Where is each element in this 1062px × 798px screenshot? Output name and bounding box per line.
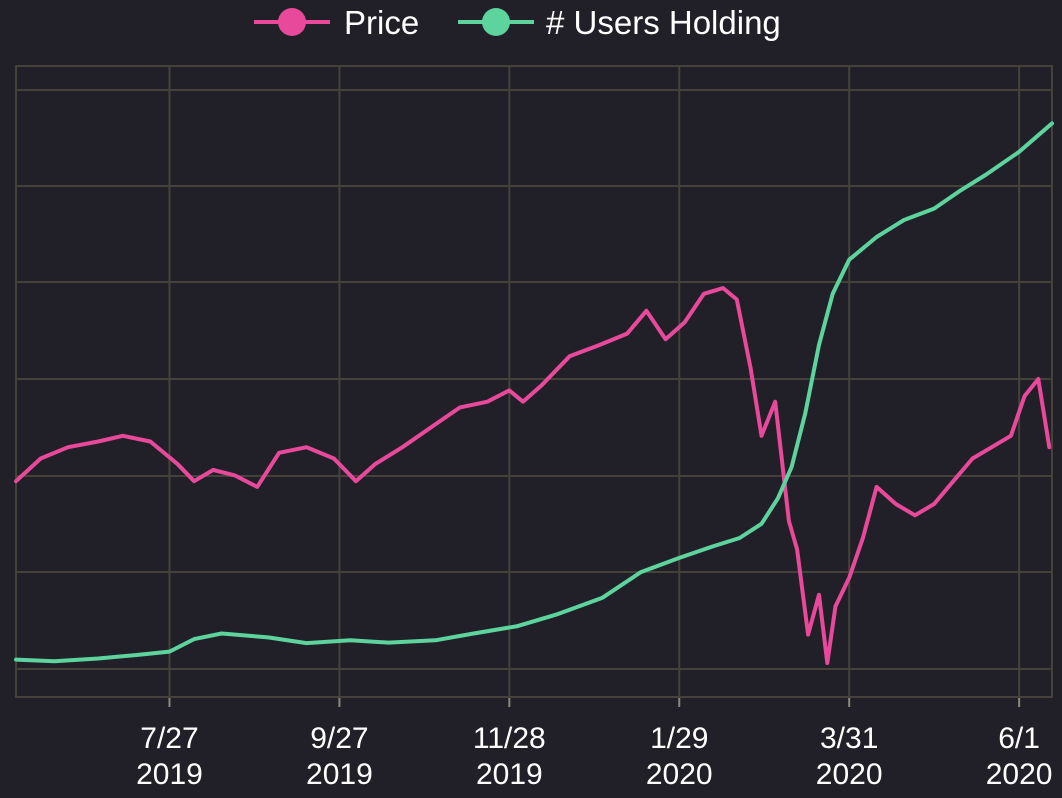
- legend-users-holding-marker: [482, 8, 510, 36]
- x-tick-year-5: 2020: [986, 758, 1053, 791]
- series-line-users-holding: [14, 121, 1054, 664]
- x-tick-label-2: 11/28: [473, 722, 546, 755]
- grid: [16, 66, 1052, 707]
- legend-item-users-holding: # Users Holding: [458, 4, 781, 41]
- legend: Price # Users Holding: [254, 4, 781, 41]
- x-tick-label-1: 9/27: [310, 722, 368, 755]
- x-tick-label-0: 7/27: [140, 722, 198, 755]
- legend-item-price: Price: [254, 4, 419, 41]
- x-axis-tick-labels: 7/2720199/27201911/2820191/2920203/31202…: [136, 722, 1052, 791]
- x-tick-year-0: 2019: [136, 758, 203, 791]
- x-tick-year-2: 2019: [476, 758, 543, 791]
- x-tick-year-4: 2020: [816, 758, 883, 791]
- x-tick-year-1: 2019: [306, 758, 373, 791]
- legend-price-label: Price: [344, 4, 419, 41]
- series-line-price: [14, 286, 1052, 665]
- x-tick-year-3: 2020: [646, 758, 713, 791]
- x-tick-label-5: 6/1: [998, 722, 1040, 755]
- legend-users-holding-label: # Users Holding: [546, 4, 781, 41]
- x-tick-label-3: 1/29: [650, 722, 708, 755]
- plot-border: [15, 65, 1053, 698]
- x-tick-label-4: 3/31: [820, 722, 878, 755]
- plot-frame: [15, 65, 1053, 698]
- legend-price-marker: [278, 8, 306, 36]
- series-layer: [14, 121, 1054, 665]
